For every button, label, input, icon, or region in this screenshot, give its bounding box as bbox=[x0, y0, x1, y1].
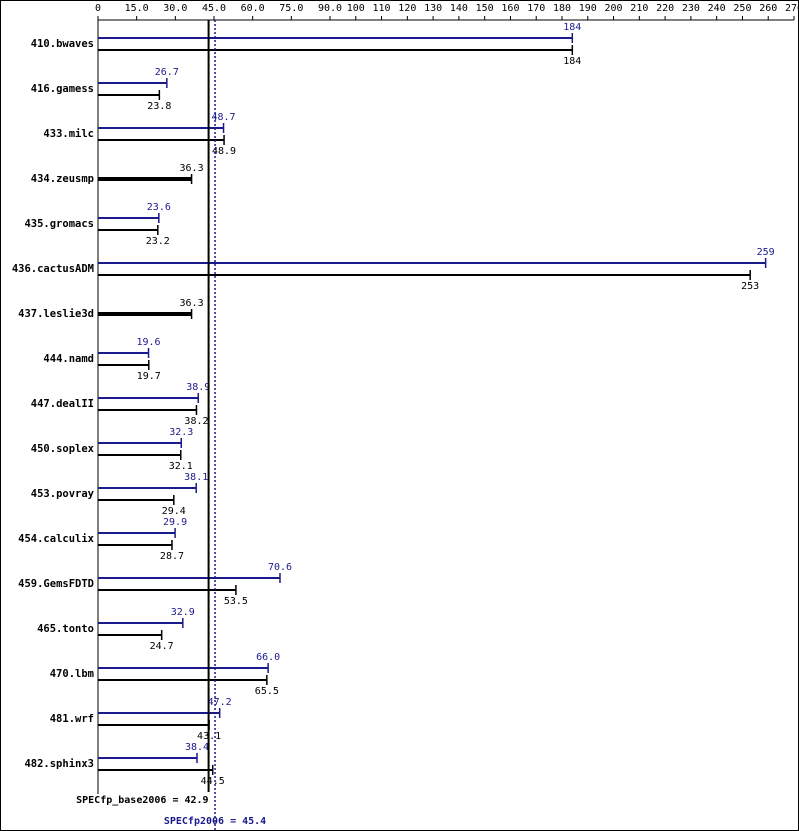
category-label: 459.GemsFDTD bbox=[18, 578, 94, 590]
category-label: 482.sphinx3 bbox=[24, 758, 94, 770]
value-label: 32.1 bbox=[169, 461, 193, 472]
x-tick-label: 60.0 bbox=[241, 3, 265, 14]
value-label: 23.8 bbox=[147, 101, 171, 112]
value-label: 70.6 bbox=[268, 562, 292, 573]
category-label: 454.calculix bbox=[18, 533, 95, 545]
value-label: 65.5 bbox=[255, 686, 279, 697]
value-label: 23.6 bbox=[147, 202, 171, 213]
reference-label: SPECfp_base2006 = 42.9 bbox=[76, 795, 208, 806]
value-label: 32.3 bbox=[169, 427, 193, 438]
value-label: 66.0 bbox=[256, 652, 280, 663]
value-label: 32.9 bbox=[171, 607, 195, 618]
category-label: 410.bwaves bbox=[31, 38, 94, 50]
value-label: 184 bbox=[563, 56, 581, 67]
x-tick-label: 270 bbox=[785, 3, 799, 14]
value-label: 184 bbox=[563, 22, 581, 33]
x-tick-label: 160 bbox=[501, 3, 519, 14]
value-label: 36.3 bbox=[180, 298, 204, 309]
x-tick-label: 45.0 bbox=[202, 3, 226, 14]
value-label: 28.7 bbox=[160, 551, 184, 562]
x-tick-label: 100 bbox=[347, 3, 365, 14]
value-label: 38.1 bbox=[184, 472, 208, 483]
category-label: 437.leslie3d bbox=[18, 308, 94, 320]
category-label: 470.lbm bbox=[50, 668, 94, 680]
value-label: 36.3 bbox=[180, 163, 204, 174]
x-tick-label: 130 bbox=[424, 3, 442, 14]
x-tick-label: 15.0 bbox=[125, 3, 149, 14]
x-tick-label: 170 bbox=[527, 3, 545, 14]
value-label: 38.4 bbox=[185, 742, 209, 753]
x-tick-label: 110 bbox=[373, 3, 391, 14]
x-tick-label: 90.0 bbox=[318, 3, 342, 14]
category-label: 450.soplex bbox=[31, 443, 95, 455]
value-label: 259 bbox=[757, 247, 775, 258]
value-label: 23.2 bbox=[146, 236, 170, 247]
category-label: 435.gromacs bbox=[24, 218, 94, 230]
x-tick-label: 210 bbox=[630, 3, 648, 14]
x-tick-label: 0 bbox=[95, 3, 101, 14]
x-tick-label: 150 bbox=[476, 3, 494, 14]
x-tick-label: 190 bbox=[579, 3, 597, 14]
value-label: 48.7 bbox=[211, 112, 235, 123]
category-label: 453.povray bbox=[31, 488, 95, 500]
x-tick-label: 260 bbox=[759, 3, 777, 14]
x-tick-label: 140 bbox=[450, 3, 468, 14]
x-tick-label: 120 bbox=[398, 3, 416, 14]
category-label: 444.namd bbox=[43, 353, 94, 365]
x-tick-label: 230 bbox=[682, 3, 700, 14]
value-label: 29.4 bbox=[162, 506, 186, 517]
category-label: 434.zeusmp bbox=[31, 173, 94, 185]
x-tick-label: 250 bbox=[733, 3, 751, 14]
value-label: 26.7 bbox=[155, 67, 179, 78]
value-label: 44.5 bbox=[201, 776, 225, 787]
category-label: 481.wrf bbox=[50, 713, 94, 725]
category-label: 433.milc bbox=[43, 128, 94, 140]
value-label: 29.9 bbox=[163, 517, 187, 528]
value-label: 253 bbox=[741, 281, 759, 292]
category-label: 436.cactusADM bbox=[12, 263, 94, 275]
category-label: 447.dealII bbox=[31, 398, 94, 410]
value-label: 24.7 bbox=[150, 641, 174, 652]
category-label: 416.gamess bbox=[31, 83, 94, 95]
value-label: 19.6 bbox=[136, 337, 160, 348]
reference-label: SPECfp2006 = 45.4 bbox=[164, 816, 266, 827]
value-label: 38.2 bbox=[184, 416, 208, 427]
value-label: 38.9 bbox=[186, 382, 210, 393]
value-label: 47.2 bbox=[208, 697, 232, 708]
x-tick-label: 220 bbox=[656, 3, 674, 14]
x-tick-label: 200 bbox=[605, 3, 623, 14]
category-label: 465.tonto bbox=[37, 623, 94, 635]
value-label: 48.9 bbox=[212, 146, 236, 157]
value-label: 19.7 bbox=[137, 371, 161, 382]
x-tick-label: 180 bbox=[553, 3, 571, 14]
value-label: 53.5 bbox=[224, 596, 248, 607]
x-tick-label: 75.0 bbox=[279, 3, 303, 14]
x-tick-label: 240 bbox=[708, 3, 726, 14]
x-tick-label: 30.0 bbox=[163, 3, 187, 14]
